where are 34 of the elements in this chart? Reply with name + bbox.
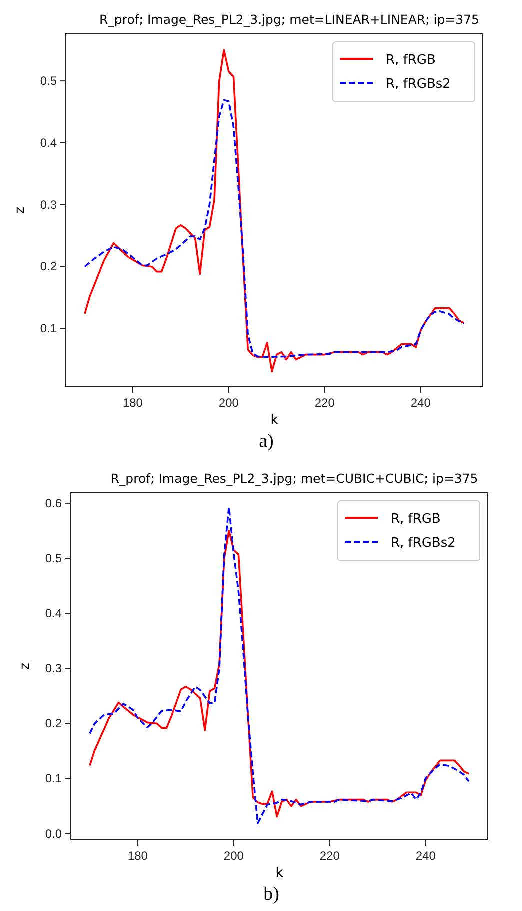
y-tick-label: 0.3	[40, 198, 58, 212]
y-tick-label: 0.6	[45, 496, 62, 510]
line-series	[84, 49, 465, 372]
legend-label: R, fRGB	[386, 53, 436, 68]
y-axis-title: z	[18, 662, 33, 670]
x-tick-label: 200	[218, 396, 240, 410]
legend-label: R, fRGBs2	[391, 536, 456, 551]
y-axis-title: z	[13, 206, 28, 214]
text: a)	[259, 431, 274, 452]
legend-label: R, fRGBs2	[386, 77, 451, 92]
chart-title: R_prof; Image_Res_PL2_3.jpg; met=CUBIC+CUBIC; ip=375	[110, 471, 478, 486]
y-tick-label: 0.4	[40, 136, 58, 150]
x-tick-label: 220	[320, 848, 340, 863]
y-tick-label: 0.5	[45, 551, 62, 566]
x-axis-title: k	[276, 866, 284, 881]
x-tick-label: 240	[416, 848, 436, 863]
y-tick-label: 0.5	[40, 74, 58, 88]
y-tick-label: 0.1	[40, 322, 58, 336]
x-tick-label: 240	[410, 396, 432, 410]
line-series	[84, 99, 465, 358]
y-tick-label: 0.4	[45, 606, 62, 620]
x-tick-label: 180	[122, 396, 144, 410]
x-axis-title: k	[270, 413, 279, 428]
legend-label: R, fRGB	[391, 512, 441, 527]
y-tick-label: 0.2	[45, 716, 62, 731]
y-tick-label: 0.0	[45, 826, 62, 841]
x-tick-label: 180	[128, 848, 148, 863]
y-tick-label: 0.1	[45, 772, 62, 786]
y-tick-label: 0.3	[45, 662, 62, 676]
text: b)	[264, 884, 280, 905]
x-tick-label: 220	[314, 396, 336, 410]
x-tick-label: 200	[224, 848, 244, 863]
y-tick-label: 0.2	[40, 260, 58, 274]
chart-title: R_prof; Image_Res_PL2_3.jpg; met=LINEAR+LINEAR; ip=375	[99, 12, 480, 27]
